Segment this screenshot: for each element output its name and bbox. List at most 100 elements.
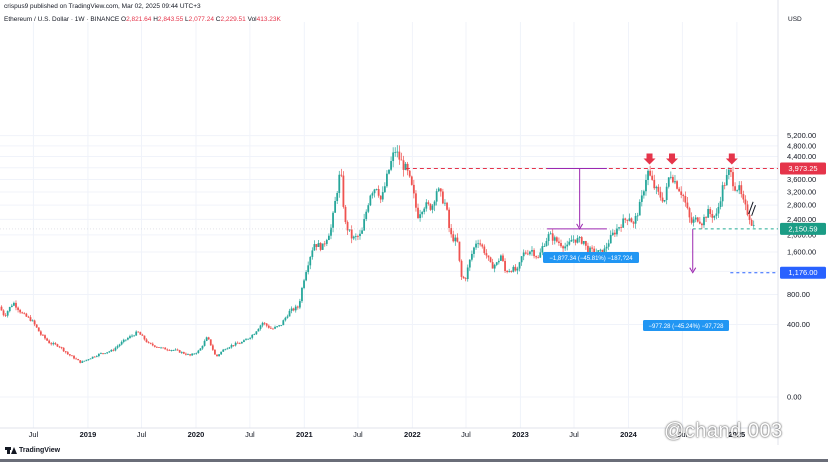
candle-body [37,327,40,332]
candle-body [185,353,187,355]
candle-body [344,206,347,223]
candle-body [305,272,308,281]
candle-body [446,202,448,210]
candle-body [531,250,533,252]
candles-group [0,145,755,364]
candle-body [452,234,455,242]
price-tick-label: 800.00 [787,290,810,299]
candle-body [580,237,583,244]
candle-body [363,219,366,231]
candle-body [153,345,156,347]
candle-body [537,257,540,259]
candle-body [95,356,98,357]
candle-body [383,186,386,193]
trend-line [751,205,756,216]
candle-body [518,262,521,269]
candle-body [265,323,268,326]
candle-body [634,216,637,224]
candle-body [500,255,502,261]
measure-label-box [643,320,729,331]
candle-body [464,278,467,280]
candle-body [628,218,631,221]
candle-body [203,340,206,346]
candle-body [216,354,218,357]
candle-body [640,195,643,202]
candle-body [133,335,136,337]
candle-body [456,237,459,242]
candle-body [160,347,162,349]
candle-body [425,202,428,209]
candle-body [330,227,332,236]
candle-body [406,163,409,171]
candle-body [381,192,384,200]
candle-body [690,217,693,223]
candle-body [354,236,357,237]
candle-body [672,176,674,183]
candle-body [734,186,736,191]
candle-body [323,243,326,245]
candle-body [611,232,614,235]
candle-body [224,349,227,351]
arrow-down-icon [725,153,738,165]
candle-body [738,185,741,191]
tradingview-logo[interactable]: TradingView [5,447,60,454]
candle-body [108,351,111,353]
candle-body [392,152,395,162]
candle-body [562,246,564,249]
candle-body [740,185,743,195]
candle-body [613,232,616,235]
candle-body [234,342,237,346]
candle-body [377,189,380,196]
candle-body [533,250,535,257]
candle-body [39,331,42,335]
candle-body [158,347,160,348]
symbol-title: Ethereum / U.S. Dollar · 1W · BINANCE [4,16,120,23]
candle-body [288,310,291,317]
candle-body [709,208,712,215]
candle-body [584,241,587,246]
price-chart[interactable]: USD5,200.004,800.004,400.004,000.003,600… [0,0,828,445]
candle-body [618,227,620,229]
candle-body [599,249,602,251]
arrow-down-icon [666,153,679,165]
candle-body [390,161,392,170]
candle-body [730,169,732,173]
candle-body [290,308,293,311]
time-tick-label: Jul [569,430,579,439]
candle-body [226,348,229,350]
candle-body [124,339,127,341]
candle-body [717,206,720,214]
candle-body [182,352,185,354]
candle-body [553,237,556,241]
candle-body [410,176,413,185]
candle-body [338,174,341,193]
candle-body [164,347,167,350]
candle-body [313,244,316,251]
footer: TradingView [0,445,828,462]
candle-body [703,217,705,226]
candle-body [663,200,666,202]
candle-body [21,312,24,314]
candle-body [680,191,683,195]
candle-body [630,218,633,223]
candle-body [400,159,403,161]
price-tick-label: 3,200.00 [787,187,816,196]
candle-body [54,343,57,345]
candle-body [549,233,552,235]
candle-body [263,322,266,324]
candle-body [444,202,446,204]
candle-body [723,185,726,187]
candle-body [682,194,685,197]
candle-body [526,253,529,255]
candle-body [359,233,361,237]
candle-body [0,306,3,311]
candle-body [303,280,305,288]
candle-body [587,245,589,254]
measure-label: −1,8?7.34 (−45.81%) −187,?24 [549,256,633,262]
candle-body [143,335,146,340]
candle-body [85,359,88,361]
candle-body [421,211,424,215]
candle-body [429,203,432,210]
ohlc-key-h: H [151,16,158,23]
ohlc-value-l: 2,077.24 [188,16,214,23]
